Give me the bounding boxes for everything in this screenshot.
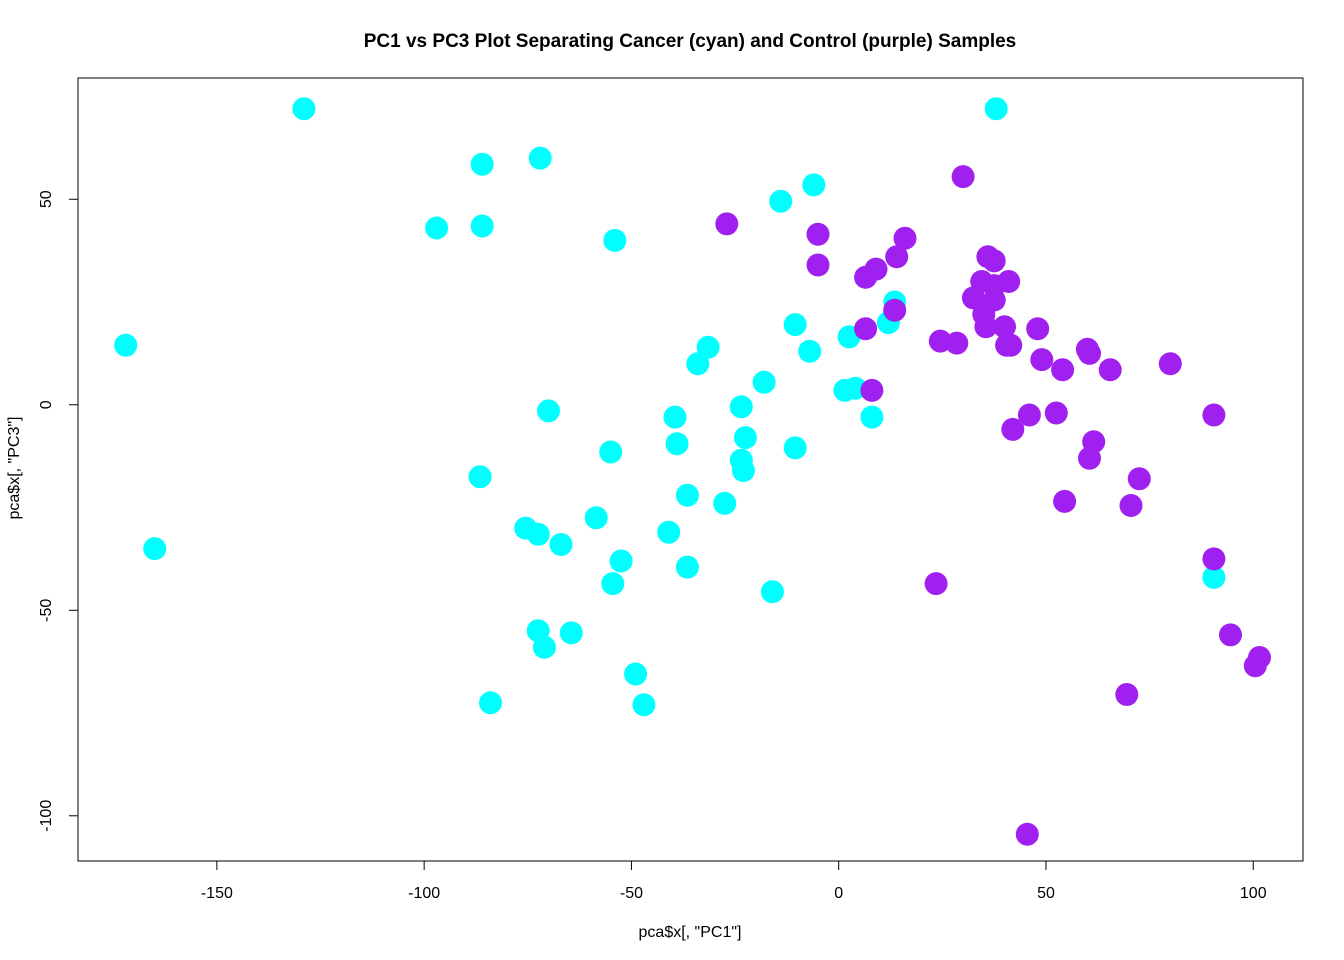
data-point xyxy=(860,405,884,429)
data-point xyxy=(696,335,720,359)
plot-frame xyxy=(77,77,1304,862)
data-point xyxy=(624,662,648,686)
data-point xyxy=(114,333,138,357)
data-point xyxy=(1026,317,1050,341)
data-point xyxy=(1115,683,1139,706)
data-point xyxy=(632,693,656,717)
data-point xyxy=(1001,417,1025,441)
data-point xyxy=(1158,352,1182,376)
data-point xyxy=(1098,358,1122,382)
data-point xyxy=(997,270,1021,293)
data-point xyxy=(783,313,807,337)
data-point xyxy=(1127,467,1151,491)
x-tick-label: -50 xyxy=(620,885,643,902)
data-point xyxy=(1078,341,1101,365)
data-point xyxy=(993,315,1016,339)
data-point xyxy=(1051,358,1075,382)
data-point xyxy=(1202,547,1226,571)
data-point xyxy=(526,522,550,546)
data-point xyxy=(584,506,608,530)
data-point xyxy=(1202,565,1226,589)
data-point xyxy=(999,333,1023,357)
data-point xyxy=(292,97,316,121)
data-point xyxy=(715,212,739,236)
data-point xyxy=(713,491,737,515)
data-point xyxy=(1202,403,1226,427)
data-point xyxy=(537,399,560,423)
data-point xyxy=(854,317,878,341)
x-tick-label: 50 xyxy=(1037,885,1055,902)
data-point xyxy=(479,691,502,715)
y-tick-label: -50 xyxy=(38,599,55,622)
data-point xyxy=(549,533,573,556)
data-point xyxy=(982,249,1006,273)
data-point xyxy=(675,483,699,507)
x-tick-label: 0 xyxy=(834,885,843,902)
data-point xyxy=(663,405,687,429)
data-point xyxy=(1015,822,1039,846)
data-point xyxy=(974,315,998,339)
y-tick-label: 0 xyxy=(38,400,55,409)
data-point xyxy=(806,253,830,277)
data-point xyxy=(783,436,807,460)
data-point xyxy=(1219,623,1242,647)
data-point xyxy=(924,572,948,596)
data-point xyxy=(559,621,583,645)
data-point xyxy=(686,352,710,376)
data-point xyxy=(760,580,784,604)
data-point xyxy=(733,426,757,450)
x-tick-label: -100 xyxy=(408,885,440,902)
data-point xyxy=(470,214,494,238)
x-axis: -150 -100 -50 0 50 100 xyxy=(201,860,1267,902)
data-point xyxy=(984,97,1008,121)
data-point xyxy=(951,165,975,189)
data-point xyxy=(802,173,826,197)
y-tick-label: 50 xyxy=(38,190,55,208)
x-tick-label: 100 xyxy=(1240,885,1267,902)
data-point xyxy=(603,228,627,252)
data-point xyxy=(752,370,776,394)
y-axis: -100 -50 0 50 xyxy=(38,190,79,832)
data-point xyxy=(425,216,449,240)
data-point xyxy=(1248,646,1271,669)
data-point xyxy=(1017,403,1041,427)
data-point xyxy=(609,549,633,573)
data-point xyxy=(864,257,888,281)
points-layer xyxy=(114,97,1271,846)
data-point xyxy=(599,440,623,464)
data-point xyxy=(769,189,793,213)
data-point xyxy=(528,146,552,170)
data-point xyxy=(601,572,625,596)
data-point xyxy=(1030,348,1054,372)
data-point xyxy=(885,245,909,269)
data-point xyxy=(657,520,681,544)
data-point xyxy=(860,378,884,402)
data-point xyxy=(468,465,492,489)
chart-title: PC1 vs PC3 Plot Separating Cancer (cyan)… xyxy=(364,31,1017,52)
data-point xyxy=(1119,494,1143,517)
x-tick-label: -150 xyxy=(201,885,233,902)
data-point xyxy=(731,459,755,482)
data-point xyxy=(675,555,699,579)
data-point xyxy=(665,432,689,456)
data-point xyxy=(806,222,830,246)
data-point xyxy=(1082,430,1106,454)
data-point xyxy=(883,298,907,322)
y-tick-label: -100 xyxy=(38,800,55,832)
x-axis-label: pca$x[, "PC1"] xyxy=(639,924,742,941)
data-point xyxy=(470,152,494,176)
data-point xyxy=(945,331,969,355)
data-point xyxy=(893,226,917,250)
data-point xyxy=(1044,401,1068,425)
y-axis-label: pca$x[, "PC3"] xyxy=(6,417,23,520)
data-point xyxy=(532,635,556,659)
data-point xyxy=(798,339,822,363)
data-point xyxy=(729,395,753,419)
data-point xyxy=(143,537,167,561)
data-point xyxy=(1053,489,1077,513)
